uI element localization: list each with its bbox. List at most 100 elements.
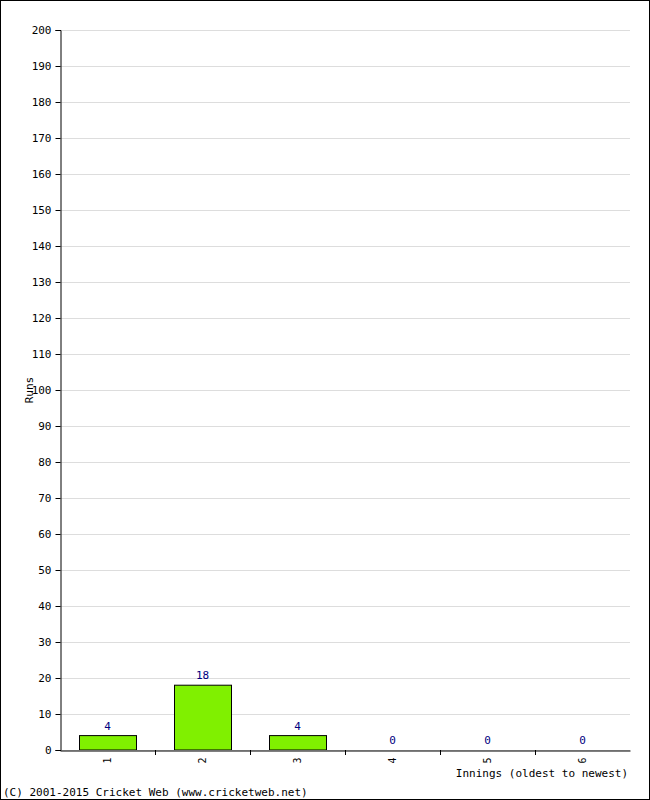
y-tick: 70 [38,492,60,505]
y-tick: 40 [38,600,60,613]
grid-line [60,138,630,139]
data-label: 18 [196,669,209,682]
grid-line [60,210,630,211]
y-tick: 20 [38,672,60,685]
bar [175,685,232,750]
y-tick-mark [56,30,61,31]
band-separator [345,750,346,755]
y-tick: 190 [32,60,61,73]
bars [80,685,327,750]
x-tick: 1 [102,751,113,764]
band-separator [155,750,156,755]
grid-line [60,30,630,31]
band-separators [156,750,536,755]
y-tick-label: 110 [32,348,52,361]
y-tick-label: 130 [32,276,52,289]
y-tick: 90 [38,420,60,433]
grid-line [60,354,630,355]
y-tick-label: 150 [32,204,52,217]
y-tick-mark [56,714,61,715]
y-tick-label: 0 [45,744,52,757]
y-axis-title: Runs [23,377,36,404]
y-axis-line [56,31,62,751]
grid-line [60,534,630,535]
y-tick-mark [56,66,61,67]
y-tick-label: 60 [38,528,51,541]
y-tick-label: 20 [38,672,51,685]
y-tick: 150 [32,204,61,217]
data-label: 0 [484,734,491,747]
page-border [1,1,650,800]
y-tick-mark [56,570,61,571]
y-tick-label: 50 [38,564,51,577]
x-axis-title: Innings (oldest to newest) [456,767,628,780]
x-tick-label: 5 [482,758,493,764]
grid-line [60,390,630,391]
grid-line [60,678,630,679]
y-tick-label: 170 [32,132,52,145]
grid-line [60,714,630,715]
y-tick-mark [56,246,61,247]
grid-line [60,318,630,319]
bar [365,750,422,751]
y-tick-mark [56,534,61,535]
grid-line [60,426,630,427]
y-tick-mark [56,750,61,751]
y-tick: 200 [32,24,61,37]
x-tick: 3 [292,751,303,764]
bar [80,736,137,750]
x-axis: 123456 [61,751,631,764]
x-tick: 2 [197,751,208,764]
grid-line [60,606,630,607]
y-tick-mark [56,678,61,679]
y-tick-mark [56,390,61,391]
y-tick: 120 [32,312,61,325]
y-tick-label: 160 [32,168,52,181]
y-tick-label: 140 [32,240,52,253]
y-tick: 80 [38,456,60,469]
annotations: (C) 2001-2015 Cricket Web (www.cricketwe… [3,786,308,799]
copyright: (C) 2001-2015 Cricket Web (www.cricketwe… [3,786,308,799]
y-tick: 110 [32,348,61,361]
y-tick: 10 [38,708,60,721]
band-separator [535,750,536,755]
y-tick-mark [56,426,61,427]
x-tick-label: 6 [577,758,588,764]
grid [60,31,630,751]
y-tick-label: 190 [32,60,52,73]
y-tick-mark [56,606,61,607]
y-tick: 160 [32,168,61,181]
y-tick: 0 [45,744,61,757]
grid-line [60,174,630,175]
y-tick-mark [56,138,61,139]
y-tick-label: 40 [38,600,51,613]
y-tick: 140 [32,240,61,253]
grid-line [60,246,630,247]
grid-line [60,66,630,67]
y-tick-mark [56,462,61,463]
grid-line [60,462,630,463]
y-tick-mark [56,282,61,283]
y-axis: 0102030405060708090100110120130140150160… [32,24,61,757]
y-tick: 60 [38,528,60,541]
chart: 4184000010203040506070809010011012013014… [0,0,650,800]
y-tick-mark [56,642,61,643]
x-tick-label: 3 [292,758,303,764]
y-tick-label: 10 [38,708,51,721]
bar [460,750,517,751]
y-tick-label: 70 [38,492,51,505]
y-tick-mark [56,354,61,355]
bar [555,750,612,751]
y-tick-mark [56,174,61,175]
y-tick-label: 30 [38,636,51,649]
x-tick: 6 [577,751,588,764]
x-tick-label: 2 [197,758,208,764]
grid-line [60,642,630,643]
y-tick-mark [56,318,61,319]
y-tick-mark [56,102,61,103]
y-tick: 180 [32,96,61,109]
y-tick: 50 [38,564,60,577]
data-label: 4 [294,720,301,733]
y-tick-label: 90 [38,420,51,433]
y-tick-label: 200 [32,24,52,37]
